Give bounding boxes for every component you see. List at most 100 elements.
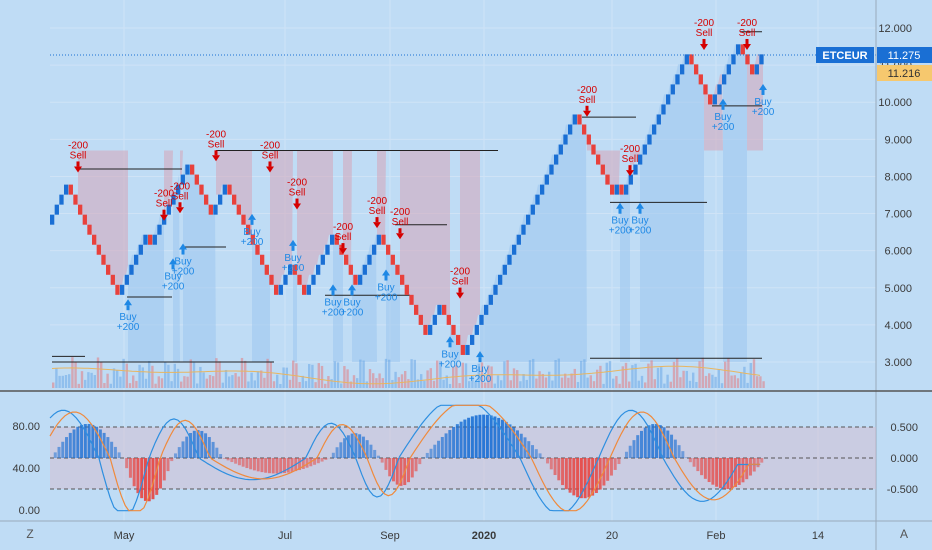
renko-brick-down	[78, 204, 83, 215]
renko-brick-up	[568, 124, 573, 135]
oscillator-bar-negative	[249, 458, 253, 470]
oscillator-bar-positive	[68, 432, 72, 458]
buy-arrow-icon	[179, 243, 187, 250]
renko-brick-down	[390, 254, 395, 265]
oscillator-bar-positive	[117, 452, 121, 458]
volume-bar	[660, 367, 663, 388]
sell-label: Sell	[579, 95, 596, 106]
renko-brick-up	[213, 204, 218, 215]
oscillator-bar-positive	[504, 421, 508, 458]
volume-bar	[468, 381, 471, 388]
oscillator-bar-negative	[380, 458, 384, 463]
renko-brick-up	[59, 194, 64, 205]
auto-scale-button[interactable]: A	[900, 527, 908, 541]
renko-brick-down	[106, 264, 111, 275]
sell-arrow-stem	[585, 105, 589, 111]
renko-brick-up	[717, 84, 722, 95]
buy-arrow-stem	[618, 208, 622, 214]
volume-bar	[199, 366, 202, 388]
sell-arrow-icon	[160, 214, 168, 221]
oscillator-left-axis: 0.00 40.00 80.00	[12, 421, 40, 517]
sell-arrow-icon	[373, 222, 381, 229]
volume-bar	[596, 369, 599, 388]
renko-brick-down	[442, 304, 447, 315]
oscillator-bar-positive	[433, 444, 437, 458]
oscillator-bar-positive	[493, 416, 497, 458]
oscillator-bar-negative	[733, 458, 737, 487]
oscillator-bar-positive	[177, 447, 181, 458]
volume-bar	[567, 377, 570, 388]
renko-brick-up	[656, 114, 661, 125]
buy-signal: Buy+200	[162, 258, 185, 292]
volume-bar	[381, 378, 384, 388]
oscillator-bar-positive	[174, 453, 178, 458]
oscillator-bar-negative	[241, 458, 245, 467]
buy-arrow-stem	[448, 342, 452, 348]
renko-brick-up	[526, 214, 531, 225]
renko-brick-down	[456, 334, 461, 345]
volume-bar	[272, 381, 276, 388]
oscillator-bar-negative	[760, 458, 764, 463]
renko-brick-up	[278, 284, 283, 295]
oscillator-bar-positive	[192, 430, 196, 458]
volume-bar	[231, 375, 234, 388]
renko-brick-down	[68, 184, 73, 195]
oscillator-bar-positive	[444, 433, 448, 458]
oscillator-bar-positive	[331, 452, 335, 458]
oscillator-bar-negative	[298, 458, 302, 471]
long-position-fill	[293, 264, 297, 362]
volume-bar	[196, 383, 199, 388]
buy-qty-label: +200	[712, 122, 735, 133]
oscillator-bar-positive	[658, 425, 662, 458]
renko-brick-down	[708, 94, 713, 105]
volume-bar	[394, 371, 397, 388]
oscillator-bar-positive	[61, 441, 65, 458]
oscillator-right-tick: 0.500	[890, 422, 918, 434]
volume-bar	[759, 376, 762, 388]
renko-brick-up	[171, 194, 176, 205]
oscillator-bar-positive	[53, 452, 57, 458]
volume-bar	[343, 366, 346, 388]
renko-brick-up	[311, 274, 316, 285]
buy-arrow-stem	[126, 305, 130, 311]
buy-label: Buy	[164, 271, 181, 282]
oscillator-bar-negative	[606, 458, 610, 481]
oscillator-bar-positive	[98, 429, 102, 458]
oscillator-bar-positive	[207, 437, 211, 458]
renko-brick-down	[386, 244, 391, 255]
volume-bar	[413, 359, 416, 388]
oscillator-bar-negative	[613, 458, 617, 470]
sell-arrow-stem	[178, 202, 182, 208]
oscillator-left-tick: 80.00	[12, 421, 40, 433]
time-axis[interactable]: May Jul Sep 2020 20 Feb 14	[114, 530, 825, 542]
oscillator-bar-negative	[230, 458, 234, 463]
renko-brick-up	[736, 44, 741, 55]
renko-brick-up	[652, 124, 657, 135]
zoom-button[interactable]: Z	[26, 527, 33, 541]
volume-bar	[532, 358, 535, 388]
oscillator-bar-negative	[271, 458, 275, 474]
oscillator-bar-negative	[388, 458, 392, 477]
renko-brick-down	[596, 154, 601, 165]
volume-bar	[704, 375, 708, 388]
volume-bar	[77, 383, 80, 388]
sell-arrow-stem	[295, 198, 299, 204]
renko-brick-up	[493, 284, 498, 295]
volume-bar	[743, 366, 746, 388]
sell-arrow-stem	[398, 228, 402, 234]
oscillator-bar-positive	[373, 449, 377, 458]
oscillator-bar-negative	[748, 458, 752, 476]
oscillator-bar-negative	[410, 458, 414, 478]
volume-bar	[170, 381, 173, 388]
renko-brick-down	[404, 284, 409, 295]
volume-bar	[640, 375, 644, 388]
volume-bar	[221, 382, 224, 388]
oscillator-bar-negative	[158, 458, 162, 489]
volume-bar	[180, 381, 183, 388]
volume-bar	[96, 357, 100, 388]
oscillator-bar-positive	[185, 436, 189, 458]
